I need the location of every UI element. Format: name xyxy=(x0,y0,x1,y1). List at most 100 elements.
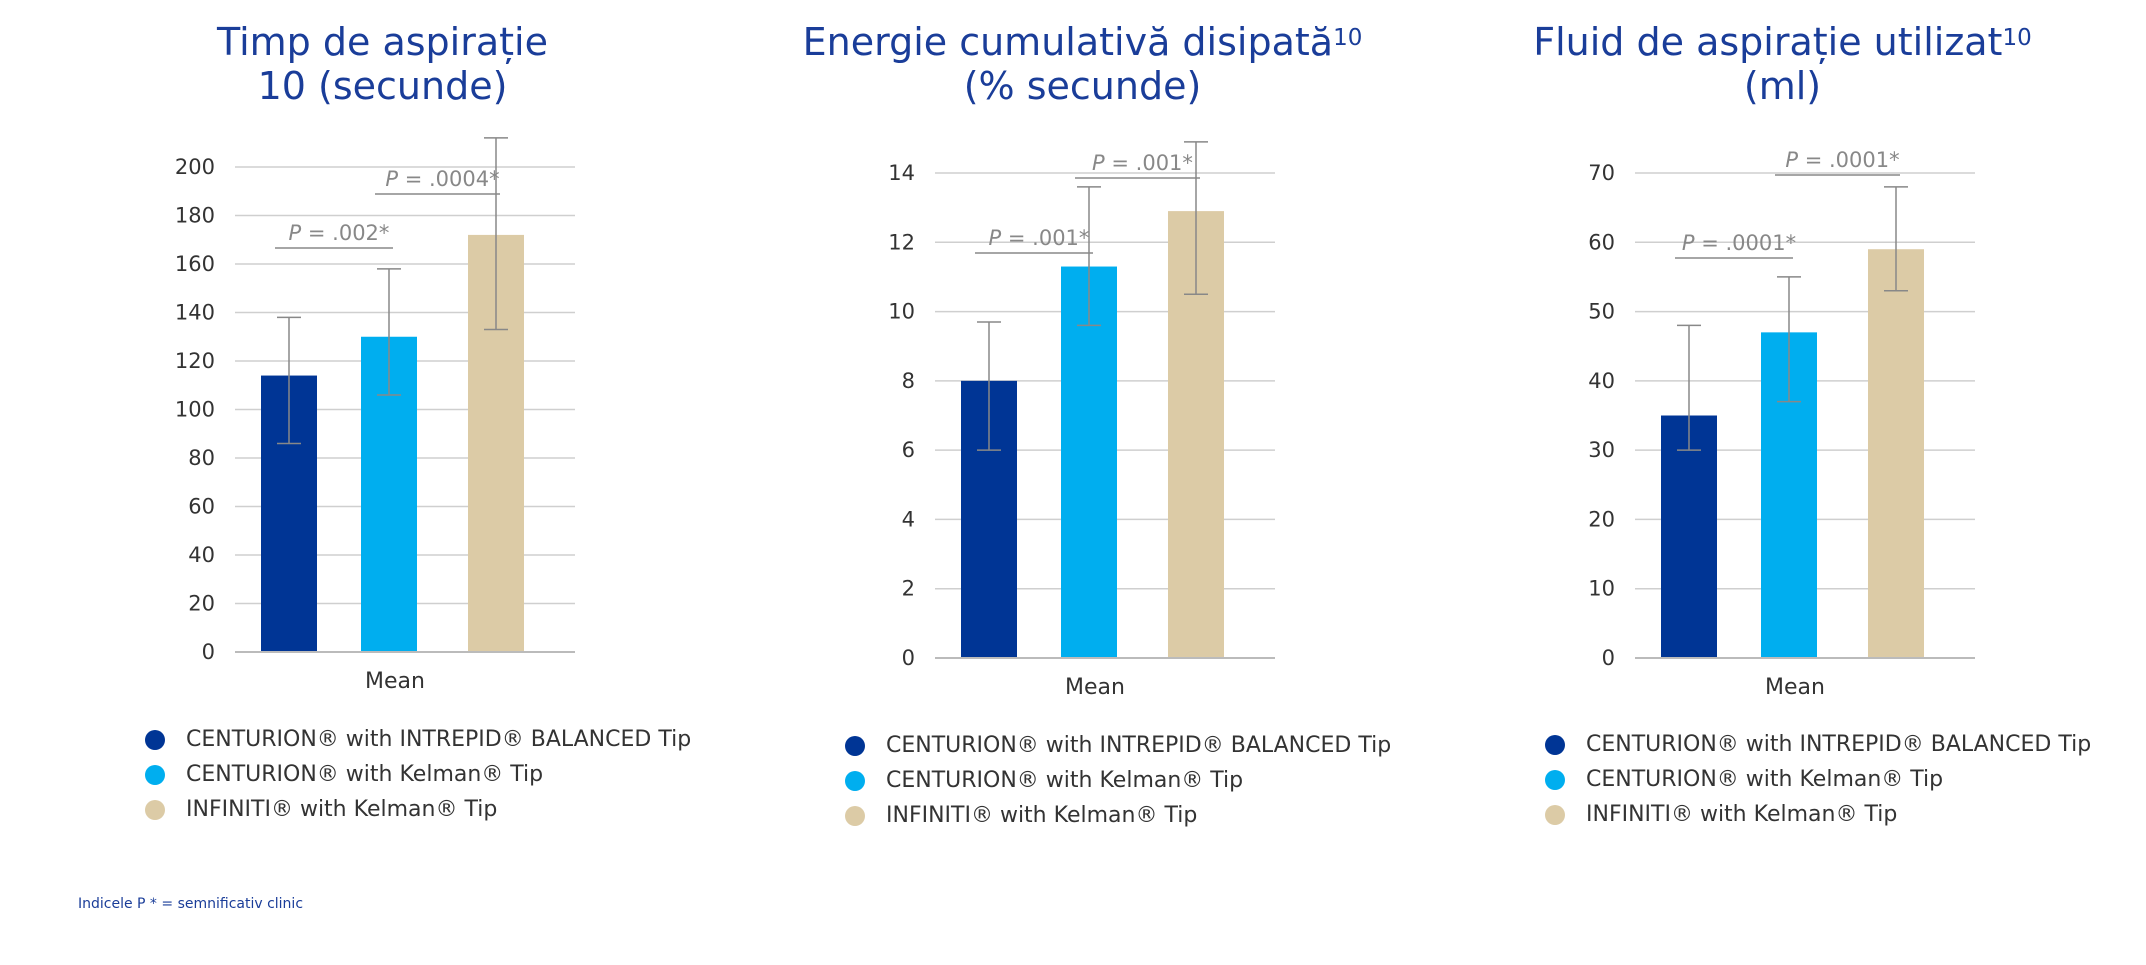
y-tick-label: 200 xyxy=(175,155,215,179)
chart-title-line-2: (% secunde) xyxy=(963,64,1202,108)
legend-item-kelman-centurion: CENTURION® with Kelman® Tip xyxy=(1545,762,2091,797)
y-tick-label: 120 xyxy=(175,349,215,373)
legend: CENTURION® with INTREPID® BALANCED Tip C… xyxy=(845,728,1391,833)
p-value-label: P = .001* xyxy=(1092,151,1193,175)
legend-label: CENTURION® with INTREPID® BALANCED Tip xyxy=(186,727,692,752)
p-value-label: P = .0001* xyxy=(1785,148,1899,172)
chart-panel-aspiration-fluid: Fluid de aspirație utilizat10 (ml) 0 10 20… xyxy=(1425,0,2140,860)
bar xyxy=(1061,266,1117,658)
y-tick-label: 30 xyxy=(1588,438,1615,462)
legend-item-kelman-centurion: CENTURION® with Kelman® Tip xyxy=(845,763,1391,798)
y-tick-label: 140 xyxy=(175,301,215,325)
legend: CENTURION® with INTREPID® BALANCED Tip C… xyxy=(145,722,691,827)
legend-label: CENTURION® with INTREPID® BALANCED Tip xyxy=(1586,732,2092,757)
footnote: Indicele P * = semnificativ clinic xyxy=(78,896,304,912)
legend-label: INFINITI® with Kelman® Tip xyxy=(886,803,1198,828)
p-value-text: = .001* xyxy=(1001,226,1089,250)
y-tick-label: 8 xyxy=(902,369,915,393)
p-value-label: P = .0001* xyxy=(1682,231,1796,255)
legend-dot-icon xyxy=(845,805,865,826)
p-letter: P xyxy=(1682,231,1695,255)
legend-dot-icon xyxy=(845,770,865,791)
y-tick-label: 50 xyxy=(1588,300,1615,324)
p-letter: P xyxy=(1785,148,1798,172)
legend-item-infiniti: INFINITI® with Kelman® Tip xyxy=(145,792,691,827)
y-tick-label: 40 xyxy=(188,543,215,567)
y-tick-label: 0 xyxy=(1602,646,1615,670)
y-tick-label: 60 xyxy=(188,495,215,519)
chart-panel-aspiration-time: Timp de aspirație 10 (secunde) 0 20 40 60 80… xyxy=(25,0,740,860)
x-axis-label: Mean xyxy=(1765,675,1825,700)
y-tick-label: 0 xyxy=(902,646,915,670)
legend-dot-icon xyxy=(1545,804,1565,825)
p-value-text: = .001* xyxy=(1105,151,1193,175)
legend-item-intrepid: CENTURION® with INTREPID® BALANCED Tip xyxy=(1545,727,2091,762)
p-letter: P xyxy=(989,226,1002,250)
p-value-label: P = .0004* xyxy=(385,167,499,191)
y-tick-label: 2 xyxy=(902,577,915,601)
legend-label: CENTURION® with Kelman® Tip xyxy=(186,762,544,787)
chart-title-line-1: Fluid de aspirație utilizat10 xyxy=(1425,20,2140,64)
bar xyxy=(1868,249,1924,658)
chart-title-line-1: Timp de aspirație xyxy=(217,20,548,64)
legend-dot-icon xyxy=(845,735,865,756)
y-tick-label: 100 xyxy=(175,398,215,422)
legend-label: CENTURION® with INTREPID® BALANCED Tip xyxy=(886,733,1392,758)
legend-dot-icon xyxy=(145,799,165,820)
p-value-text: = .0001* xyxy=(1695,231,1797,255)
legend-label: CENTURION® with Kelman® Tip xyxy=(886,768,1244,793)
y-tick-label: 180 xyxy=(175,204,215,228)
legend-dot-icon xyxy=(1545,769,1565,790)
p-letter: P xyxy=(289,221,302,245)
chart-title-line-1: Energie cumulativă disipată10 xyxy=(725,20,1440,64)
legend-label: CENTURION® with Kelman® Tip xyxy=(1586,767,1944,792)
y-tick-label: 70 xyxy=(1588,161,1615,185)
p-letter: P xyxy=(1092,151,1105,175)
bar xyxy=(1661,415,1717,658)
legend-item-intrepid: CENTURION® with INTREPID® BALANCED Tip xyxy=(145,722,691,757)
p-value-text: = .0004* xyxy=(398,167,500,191)
y-tick-label: 4 xyxy=(902,507,915,531)
chart-title: Fluid de aspirație utilizat10 (ml) xyxy=(1425,20,2140,108)
x-axis-label: Mean xyxy=(1065,675,1125,700)
y-tick-label: 10 xyxy=(1588,577,1615,601)
legend: CENTURION® with INTREPID® BALANCED Tip C… xyxy=(1545,727,2091,832)
legend-label: INFINITI® with Kelman® Tip xyxy=(1586,802,1898,827)
p-value-label: P = .001* xyxy=(989,226,1090,250)
p-value-label: P = .002* xyxy=(289,221,390,245)
bar-chart: 0 20 40 60 80 100 120 140 160 180 200 Mean P = .002*… xyxy=(175,137,575,694)
chart-title: Energie cumulativă disipată10 (% secunde… xyxy=(725,20,1440,108)
y-tick-label: 14 xyxy=(888,161,915,185)
chart-title-line-1-text: Fluid de aspirație utilizat xyxy=(1533,20,2003,64)
chart-title: Timp de aspirație 10 (secunde) xyxy=(25,20,740,108)
legend-label: INFINITI® with Kelman® Tip xyxy=(186,797,498,822)
chart-title-line-2-text: 10 (secunde) xyxy=(257,64,508,108)
y-tick-label: 40 xyxy=(1588,369,1615,393)
chart-title-line-1-text: Energie cumulativă disipată xyxy=(802,20,1334,64)
y-tick-label: 6 xyxy=(902,438,915,462)
p-letter: P xyxy=(385,167,398,191)
legend-dot-icon xyxy=(145,764,165,785)
x-axis-label: Mean xyxy=(365,669,425,694)
legend-item-infiniti: INFINITI® with Kelman® Tip xyxy=(845,798,1391,833)
p-value-text: = .0001* xyxy=(1798,148,1900,172)
y-tick-label: 0 xyxy=(202,640,215,664)
y-tick-label: 160 xyxy=(175,252,215,276)
chart-title-reference: 10 xyxy=(1333,25,1363,51)
y-tick-label: 20 xyxy=(188,592,215,616)
legend-item-kelman-centurion: CENTURION® with Kelman® Tip xyxy=(145,757,691,792)
legend-item-infiniti: INFINITI® with Kelman® Tip xyxy=(1545,797,2091,832)
y-tick-label: 10 xyxy=(888,300,915,324)
y-tick-label: 80 xyxy=(188,446,215,470)
p-value-text: = .002* xyxy=(301,221,389,245)
y-tick-label: 20 xyxy=(1588,507,1615,531)
legend-item-intrepid: CENTURION® with INTREPID® BALANCED Tip xyxy=(845,728,1391,763)
y-tick-label: 60 xyxy=(1588,230,1615,254)
legend-dot-icon xyxy=(1545,734,1565,755)
chart-title-line-2: 10 (secunde) xyxy=(25,64,740,108)
y-tick-label: 12 xyxy=(888,230,915,254)
legend-dot-icon xyxy=(145,729,165,750)
chart-panel-cumulative-energy: Energie cumulativă disipată10 (% secunde… xyxy=(725,0,1440,860)
